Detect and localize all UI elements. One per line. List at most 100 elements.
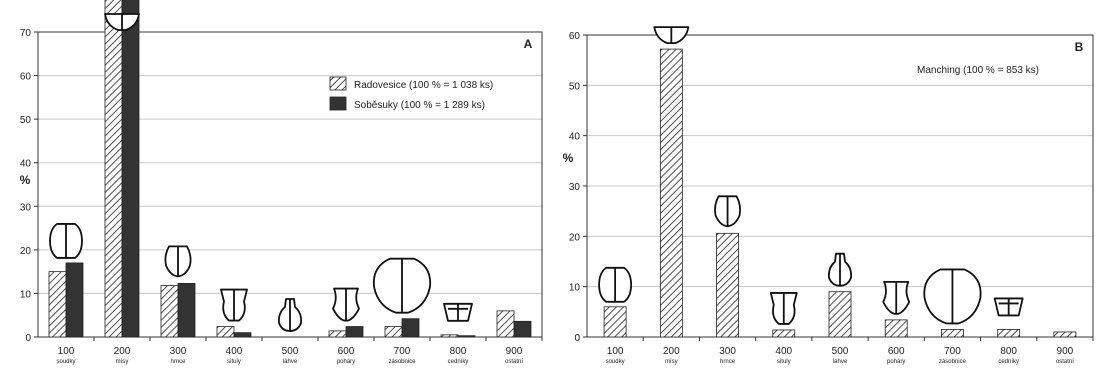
x-tick-sublabel: zásobnice <box>939 359 967 365</box>
bar <box>48 271 67 338</box>
bar <box>659 48 683 338</box>
bar <box>772 329 796 338</box>
x-tick-label: 400 <box>226 346 243 357</box>
storage-jar-icon <box>372 257 432 314</box>
x-tick-sublabel: poháry <box>887 359 905 365</box>
bar <box>997 329 1021 338</box>
x-tick-label: 200 <box>114 346 131 357</box>
bar <box>160 285 179 338</box>
y-tick-label: 0 <box>25 333 31 344</box>
bottle-icon <box>277 298 303 332</box>
legend-swatch <box>329 76 347 91</box>
x-tick-sublabel: soudky <box>56 359 75 365</box>
legend: Manching (100 % = 853 ks) <box>917 65 1039 76</box>
bowl-icon <box>104 13 140 31</box>
y-tick-label: 30 <box>569 182 581 193</box>
bar <box>65 262 84 338</box>
y-tick-label: 60 <box>20 72 32 83</box>
x-tick-label: 500 <box>282 346 299 357</box>
y-tick-label: 70 <box>20 28 32 39</box>
y-tick-label: 50 <box>20 115 32 126</box>
bar <box>216 326 235 338</box>
x-tick-label: 300 <box>170 346 187 357</box>
y-tick-label: 50 <box>569 81 581 92</box>
x-tick-label: 700 <box>394 346 411 357</box>
pot-icon <box>714 195 742 228</box>
bar <box>884 319 908 338</box>
goblet-icon <box>882 280 911 315</box>
x-tick-sublabel: soudky <box>606 359 625 365</box>
barrel-icon <box>598 266 633 303</box>
bar <box>440 334 459 338</box>
bar <box>177 283 196 338</box>
legend-label: Manching (100 % = 853 ks) <box>917 65 1039 76</box>
bar <box>104 0 123 338</box>
bar <box>328 330 347 338</box>
barrel-icon <box>49 223 83 259</box>
bar <box>513 320 532 338</box>
y-tick-label: 20 <box>20 246 32 257</box>
legend-swatch <box>329 96 347 111</box>
x-tick-label: 800 <box>450 346 467 357</box>
panel-label: A <box>524 37 533 51</box>
x-tick-sublabel: mísy <box>116 359 129 365</box>
bar <box>233 332 252 338</box>
bar <box>496 310 515 338</box>
x-tick-sublabel: hrnce <box>720 359 736 365</box>
x-tick-label: 200 <box>663 346 680 357</box>
legend-label: Radovesice (100 % = 1 038 ks) <box>354 80 493 91</box>
y-tick-label: 0 <box>574 333 580 344</box>
bar <box>121 0 140 338</box>
x-tick-sublabel: cedníky <box>448 359 469 365</box>
x-tick-sublabel: láhve <box>283 359 298 365</box>
bottle-icon <box>827 252 853 287</box>
x-tick-label: 700 <box>944 346 961 357</box>
chart-b: 0 10 20 30 40 50 60% B 100 soudky 200 mísy 300 hrnce 4… <box>563 26 1094 365</box>
legend: Radovesice (100 % = 1 038 ks) Soběsuky (1… <box>329 76 493 111</box>
bowl-icon <box>653 26 690 44</box>
x-tick-label: 400 <box>775 346 792 357</box>
x-tick-sublabel: cedníky <box>998 359 1019 365</box>
colander-icon <box>993 297 1024 317</box>
x-tick-label: 100 <box>58 346 75 357</box>
bar <box>941 329 964 338</box>
plot-area <box>37 31 543 338</box>
bar <box>603 306 627 338</box>
y-tick-label: 10 <box>20 289 32 300</box>
y-tick-label: 40 <box>20 159 32 170</box>
pot-icon <box>164 245 192 278</box>
bar <box>401 318 420 338</box>
y-tick-label: 30 <box>20 202 32 213</box>
situla-icon <box>769 292 798 325</box>
x-tick-sublabel: situly <box>227 359 241 365</box>
y-axis-unit: % <box>563 151 574 165</box>
bar <box>384 326 403 338</box>
x-tick-sublabel: ostatní <box>505 359 523 365</box>
x-tick-sublabel: láhve <box>833 359 848 365</box>
x-tick-label: 600 <box>888 346 905 357</box>
x-tick-label: 600 <box>338 346 355 357</box>
y-tick-label: 10 <box>569 283 581 294</box>
x-tick-label: 300 <box>719 346 736 357</box>
x-tick-label: 100 <box>607 346 624 357</box>
colander-icon <box>443 302 473 322</box>
bar <box>1053 331 1077 338</box>
bar <box>716 232 739 338</box>
x-tick-sublabel: poháry <box>337 359 355 365</box>
situla-icon <box>220 288 248 322</box>
x-tick-sublabel: ostatní <box>1056 359 1074 365</box>
chart-a: 0 10 20 30 40 50 60 70% A 100 soudky 200 mísy 300 hrnc… <box>20 0 543 365</box>
storage-jar-icon <box>923 268 982 325</box>
panel-label: B <box>1075 40 1084 54</box>
x-tick-label: 900 <box>506 346 523 357</box>
legend-label: Soběsuky (100 % = 1 289 ks) <box>354 100 485 111</box>
x-tick-label: 500 <box>832 346 849 357</box>
x-tick-sublabel: situly <box>777 359 791 365</box>
x-tick-label: 900 <box>1057 346 1074 357</box>
y-axis-unit: % <box>20 173 31 187</box>
bar <box>457 335 476 338</box>
x-tick-sublabel: zásobnice <box>388 359 416 365</box>
bar <box>828 291 852 338</box>
bar <box>345 326 364 338</box>
